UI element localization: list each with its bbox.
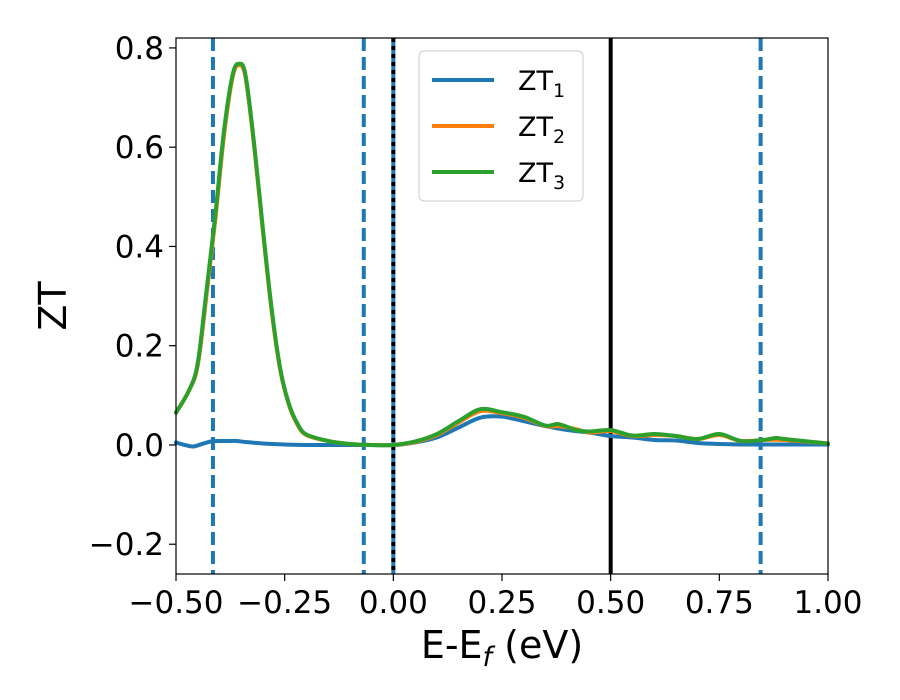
- legend: ZT1 ZT2 ZT3: [418, 50, 584, 202]
- y-axis-label: ZT: [31, 281, 75, 331]
- x-tick-label: 0.25: [467, 585, 536, 621]
- y-tick-label: 0.0: [115, 428, 164, 464]
- x-axis-label-main: E-E: [421, 623, 483, 667]
- x-axis-label: E-Ef (eV): [421, 623, 583, 673]
- legend-box: [418, 50, 584, 202]
- y-axis-ticks: −0.2 0.0 0.2 0.4 0.6 0.8: [89, 31, 176, 563]
- vlines-layer: [210, 38, 763, 574]
- x-tick-label: 0.75: [685, 585, 754, 621]
- legend-label-zt1: ZT1: [518, 66, 565, 102]
- y-tick-label: −0.2: [89, 527, 164, 563]
- x-tick-label: 1.00: [793, 585, 862, 621]
- series-line-zt3: [174, 61, 830, 448]
- y-tick-label: 0.4: [115, 229, 164, 265]
- x-tick-label: 0.50: [576, 585, 645, 621]
- legend-label-zt3: ZT3: [518, 158, 565, 194]
- y-tick-label: 0.6: [115, 130, 164, 166]
- legend-label-zt2: ZT2: [518, 112, 565, 148]
- y-tick-label: 0.8: [115, 31, 164, 67]
- x-axis-label-unit: (eV): [492, 623, 583, 667]
- x-tick-label: −0.25: [237, 585, 332, 621]
- x-axis-ticks: −0.50 −0.25 0.00 0.25 0.50 0.75 1.00: [129, 574, 863, 621]
- y-tick-label: 0.2: [115, 329, 164, 365]
- x-tick-label: −0.50: [129, 585, 224, 621]
- series-layer: [174, 61, 830, 449]
- series-line-zt1: [174, 414, 830, 449]
- x-tick-label: 0.00: [359, 585, 428, 621]
